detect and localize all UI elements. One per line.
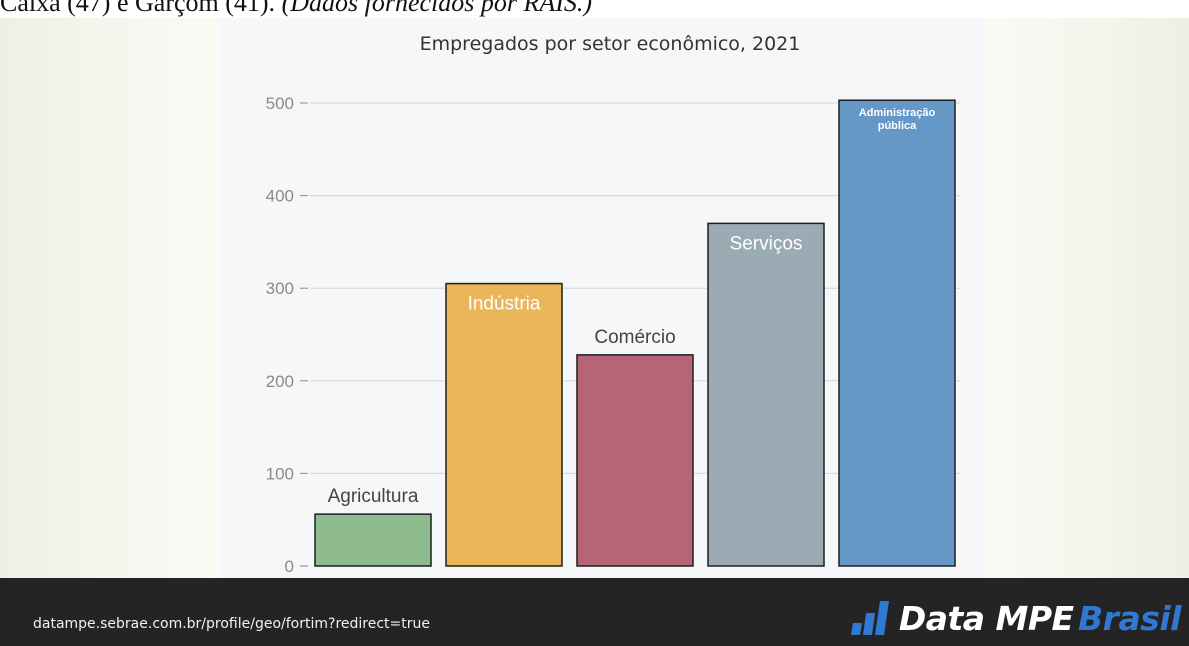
bar-label-1: Indústria: [468, 294, 541, 315]
caption-source: (Dados fornecidos por RAIS.): [281, 0, 593, 17]
bar-2: [576, 354, 694, 567]
brand-name-data-mpe: Data MPE: [898, 598, 1074, 638]
bar-label-2: Comércio: [594, 327, 675, 348]
y-tick-label-200: 200: [266, 372, 294, 391]
bar-chart: Empregados por setor econômico, 2021 0 100…: [266, 33, 960, 576]
chart-panel: Empregados por setor econômico, 2021 0 100…: [218, 18, 986, 578]
brand-logo: Data MPE Brasil: [847, 598, 1181, 638]
y-tick-label-400: 400: [266, 187, 294, 206]
caption-text: Caixa (47) e Garçom (41).: [0, 0, 276, 17]
y-tick-label-500: 500: [266, 94, 294, 113]
bar-chart-logo-icon: [850, 601, 889, 635]
bar-label-3: Serviços: [730, 233, 803, 254]
footer-bar: datampe.sebrae.com.br/profile/geo/fortim…: [0, 578, 1189, 646]
y-tick-label-100: 100: [266, 464, 294, 483]
chart-title: Empregados por setor econômico, 2021: [420, 33, 801, 55]
footer-url[interactable]: datampe.sebrae.com.br/profile/geo/fortim…: [33, 616, 430, 632]
bar-label-4-line-0: Administração: [859, 107, 936, 119]
bar-label-4-line-1: pública: [878, 120, 917, 132]
bar-1: [445, 282, 563, 567]
brand-name-brasil: Brasil: [1078, 598, 1181, 638]
bar-label-0: Agricultura: [328, 486, 419, 507]
top-caption: Caixa (47) e Garçom (41). (Dados forneci…: [0, 0, 1189, 18]
y-tick-label-300: 300: [266, 279, 294, 298]
bar-3: [707, 222, 825, 567]
bar-4: [838, 99, 956, 567]
y-tick-label-0: 0: [285, 557, 294, 576]
bar-0: [314, 513, 432, 567]
